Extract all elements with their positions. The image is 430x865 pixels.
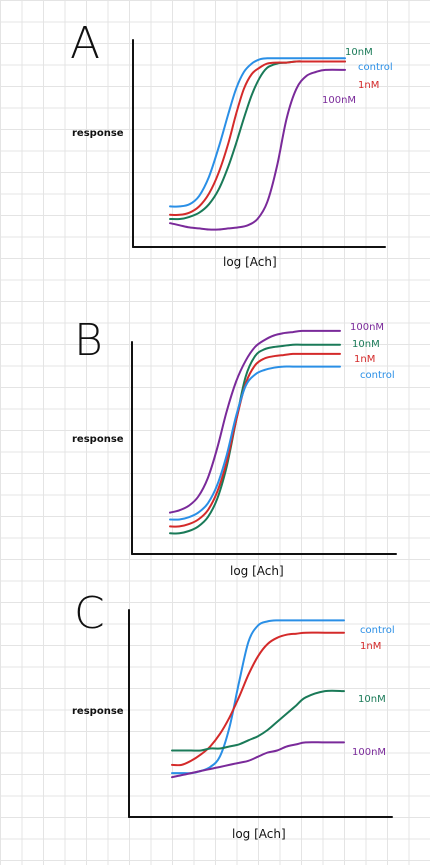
series-line-10nm	[169, 60, 346, 221]
series-line-100nm	[171, 741, 345, 779]
y-axis-label: response	[72, 434, 124, 445]
series-label-10nm: 10nM	[345, 47, 373, 58]
series-label-1nm: 1nM	[360, 641, 381, 652]
series-label-control: control	[358, 62, 393, 73]
panel-letter: C	[74, 588, 105, 639]
series-line-control	[169, 57, 346, 208]
y-axis-label: response	[72, 706, 124, 717]
series-label-1nm: 1nM	[358, 80, 379, 91]
series-label-control: control	[360, 625, 395, 636]
x-axis-label: log [Ach]	[232, 827, 286, 841]
series-label-10nm: 10nM	[358, 694, 386, 705]
series-line-1nm	[169, 352, 341, 528]
series-line-100nm	[169, 68, 346, 231]
series-label-control: control	[360, 370, 395, 381]
y-axis-label: response	[72, 128, 124, 139]
series-label-100nm: 100nM	[352, 747, 386, 758]
series-line-control	[169, 365, 341, 521]
panel-letter: A	[70, 18, 100, 69]
panel-letter: B	[74, 315, 103, 366]
series-label-100nm: 100nM	[322, 95, 356, 106]
series-line-10nm	[169, 343, 341, 535]
x-axis-label: log [Ach]	[230, 564, 284, 578]
series-label-10nm: 10nM	[352, 339, 380, 350]
series-line-1nm	[169, 60, 346, 216]
series-line-100nm	[169, 329, 341, 514]
series-label-100nm: 100nM	[350, 322, 384, 333]
series-line-1nm	[171, 631, 345, 767]
series-label-1nm: 1nM	[354, 354, 375, 365]
series-line-10nm	[171, 689, 345, 752]
x-axis-label: log [Ach]	[223, 255, 277, 269]
